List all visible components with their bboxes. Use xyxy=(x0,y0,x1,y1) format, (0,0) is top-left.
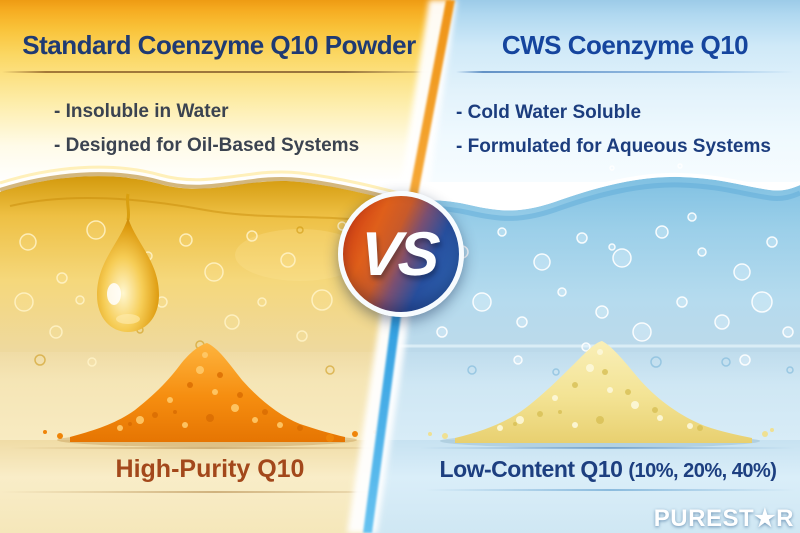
oil-drop-highlight xyxy=(107,283,121,305)
left-title-underline xyxy=(2,71,440,73)
left-bullet-insoluble: - Insoluble in Water xyxy=(54,101,229,122)
vs-badge-label: VS xyxy=(357,219,439,289)
left-bullet-oil-based: - Designed for Oil-Based Systems xyxy=(54,135,360,156)
spray-droplets xyxy=(467,163,683,193)
right-title-underline xyxy=(456,71,794,73)
right-footer-line-bottom xyxy=(425,489,795,491)
yellow-pile-speckles-light xyxy=(497,349,693,431)
right-bullet-aqueous: - Formulated for Aqueous Systems xyxy=(456,136,771,157)
right-footer-label: Low-Content Q10 (10%, 20%, 40%) xyxy=(418,456,798,483)
oil-drop-reflection xyxy=(116,314,140,324)
brand-logo-prefix: PUREST xyxy=(653,505,755,532)
oil-drop-filament xyxy=(125,193,131,221)
orange-pile-speckles-light xyxy=(117,352,283,431)
right-bullet-cold-water: - Cold Water Soluble xyxy=(456,102,642,123)
orange-pile-speckles-dark xyxy=(128,372,303,431)
water-body xyxy=(367,176,800,352)
right-footer-line-top xyxy=(420,447,795,449)
brand-logo: PUREST★R xyxy=(654,504,794,533)
orange-powder-pile xyxy=(70,343,345,442)
brand-star-icon: ★ xyxy=(754,505,777,532)
right-footer-main: Low-Content Q10 xyxy=(439,456,623,482)
vs-badge: VS xyxy=(338,191,464,317)
left-footer-line-bottom xyxy=(0,491,430,493)
right-footer-detail: (10%, 20%, 40%) xyxy=(628,460,777,482)
water-bubbles-deep xyxy=(467,356,794,376)
left-panel-title: Standard Coenzyme Q10 Powder xyxy=(22,30,416,60)
left-footer-label: High-Purity Q10 xyxy=(115,455,305,483)
yellow-pile-speckles-dark xyxy=(513,369,703,431)
left-footer-line-top xyxy=(10,447,410,449)
left-bullet-list: - Insoluble in Water - Designed for Oil-… xyxy=(54,95,359,163)
oil-swirl-line xyxy=(9,196,381,223)
right-panel-title: CWS Coenzyme Q10 xyxy=(501,30,749,60)
yellow-powder-pile xyxy=(455,341,752,443)
right-bullet-list: - Cold Water Soluble - Formulated for Aq… xyxy=(456,96,771,164)
oil-glow xyxy=(235,229,365,281)
brand-logo-suffix: R xyxy=(776,505,794,532)
